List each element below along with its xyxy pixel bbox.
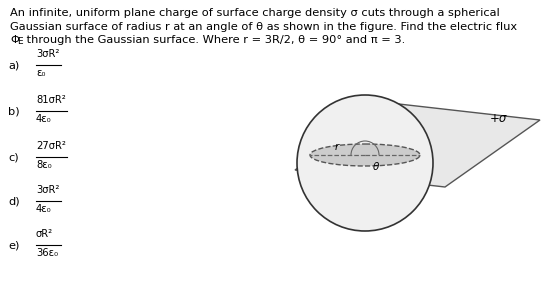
Text: a): a) bbox=[8, 60, 19, 70]
Text: b): b) bbox=[8, 106, 20, 116]
Text: r: r bbox=[335, 142, 339, 152]
Polygon shape bbox=[295, 103, 540, 187]
Text: 3σR²: 3σR² bbox=[36, 49, 59, 59]
Text: An infinite, uniform plane charge of surface charge density σ cuts through a sph: An infinite, uniform plane charge of sur… bbox=[10, 8, 500, 18]
Text: +σ: +σ bbox=[490, 112, 507, 125]
Text: Gaussian surface of radius r at an angle of θ as shown in the figure. Find the e: Gaussian surface of radius r at an angle… bbox=[10, 22, 517, 31]
Text: 81σR²: 81σR² bbox=[36, 95, 66, 105]
Text: θ: θ bbox=[373, 162, 380, 172]
Text: 8ε₀: 8ε₀ bbox=[36, 160, 52, 170]
Ellipse shape bbox=[310, 144, 420, 166]
Text: E: E bbox=[17, 37, 23, 46]
Text: d): d) bbox=[8, 196, 20, 206]
Text: 36ε₀: 36ε₀ bbox=[36, 248, 58, 258]
Text: 4ε₀: 4ε₀ bbox=[36, 204, 52, 214]
Text: through the Gaussian surface. Where r = 3R/2, θ = 90° and π = 3.: through the Gaussian surface. Where r = … bbox=[23, 35, 405, 45]
Text: Φ: Φ bbox=[10, 35, 19, 45]
Text: ε₀: ε₀ bbox=[36, 68, 46, 78]
Text: 3σR²: 3σR² bbox=[36, 185, 59, 195]
Text: c): c) bbox=[8, 152, 19, 162]
Text: e): e) bbox=[8, 240, 19, 250]
Circle shape bbox=[297, 95, 433, 231]
Text: σR²: σR² bbox=[36, 229, 53, 239]
Text: 27σR²: 27σR² bbox=[36, 141, 66, 151]
Text: 4ε₀: 4ε₀ bbox=[36, 114, 52, 124]
